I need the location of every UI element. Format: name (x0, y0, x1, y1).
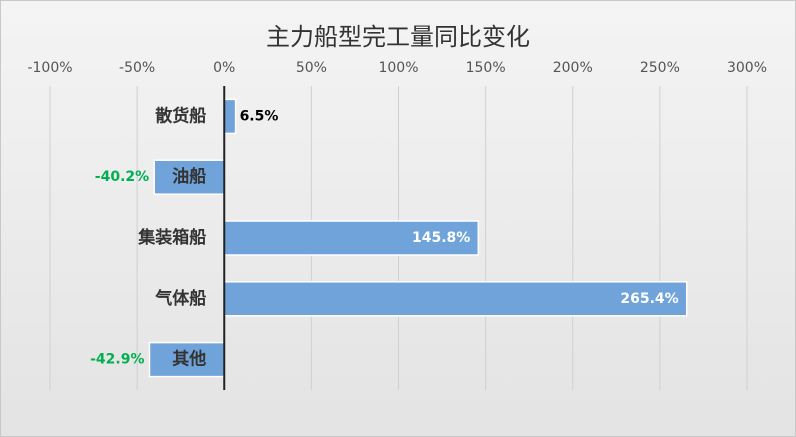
x-tick-label: 150% (466, 60, 506, 76)
x-tick-label: 100% (378, 60, 418, 76)
value-label: 145.8% (412, 230, 470, 246)
category-label: 其他 (172, 349, 206, 370)
value-label: 6.5% (240, 108, 279, 124)
x-tick-label: 250% (640, 60, 680, 76)
category-label: 集装箱船 (137, 227, 206, 248)
bar (223, 281, 688, 317)
bar (153, 159, 226, 195)
category-label: 散货船 (155, 105, 206, 126)
value-label: -40.2% (95, 169, 149, 185)
chart-title: 主力船型完工量同比变化 (266, 23, 530, 51)
category-label: 气体船 (154, 288, 206, 309)
bar (223, 220, 480, 256)
x-tick-label: -50% (119, 60, 155, 76)
x-tick-label: -100% (27, 60, 72, 76)
x-tick-label: 0% (213, 60, 235, 76)
x-tick-label: 50% (296, 60, 327, 76)
value-label: 265.4% (620, 291, 678, 307)
bar (223, 98, 237, 135)
x-tick-label: 200% (553, 60, 593, 76)
bar (148, 341, 225, 378)
category-label: 油船 (172, 166, 206, 187)
value-label: -42.9% (90, 352, 144, 368)
x-tick-label: 300% (727, 60, 767, 76)
